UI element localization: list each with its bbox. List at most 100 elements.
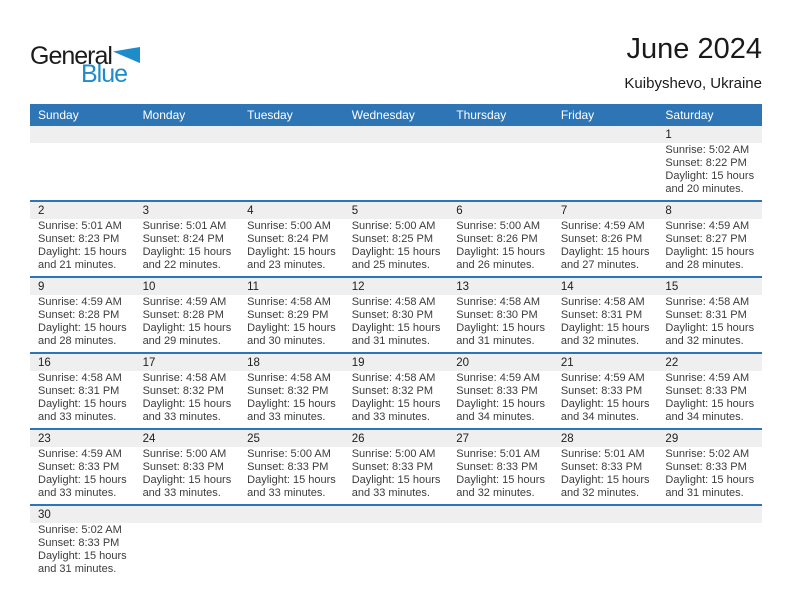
sunrise-text: Sunrise: 4:58 AM xyxy=(456,296,541,308)
day-cell-empty xyxy=(135,144,240,196)
general-blue-logo: General Blue xyxy=(30,44,140,87)
day-cell-25-details: Sunrise: 5:00 AM Sunset: 8:33 PM Daylight:… xyxy=(239,448,344,500)
sunrise-text: Sunrise: 4:59 AM xyxy=(38,296,122,308)
day-cell-3-details: Sunrise: 5:01 AM Sunset: 8:24 PM Daylight:… xyxy=(135,220,240,272)
daylight-text-line1: Daylight: 15 hours xyxy=(142,246,232,258)
daylight-text-line1: Daylight: 15 hours xyxy=(560,246,650,258)
weekday-header-row: Sunday Monday Tuesday Wednesday Thursday Frid… xyxy=(30,104,762,126)
daylight-text-line2: and 32 minutes. xyxy=(560,335,640,347)
day-number-4: 4 xyxy=(247,204,254,217)
weekday-header-tuesday: Tuesday xyxy=(247,108,293,122)
day-cell-11-details: Sunrise: 4:58 AM Sunset: 8:29 PM Daylight:… xyxy=(239,296,344,348)
daylight-text-line1: Daylight: 15 hours xyxy=(456,246,545,258)
day-number-16: 16 xyxy=(38,356,51,369)
day-cell-14-details: Sunrise: 4:58 AM Sunset: 8:31 PM Daylight:… xyxy=(553,296,658,348)
day-details-row: Sunrise: 4:59 AM Sunset: 8:28 PM Daylight:… xyxy=(30,295,762,352)
daylight-text-line1: Daylight: 15 hours xyxy=(456,474,545,486)
daylight-text-line2: and 33 minutes. xyxy=(142,487,221,499)
sunrise-text: Sunrise: 5:00 AM xyxy=(351,220,436,232)
day-number-2: 2 xyxy=(38,204,45,217)
week-row-3: 9 10 11 12 13 14 15 Sunrise: 4:59 AM Sunset: 8:2… xyxy=(30,278,762,354)
sunset-text: Sunset: 8:33 PM xyxy=(351,461,434,473)
daylight-text-line2: and 34 minutes. xyxy=(665,411,744,423)
sunrise-text: Sunrise: 5:00 AM xyxy=(142,448,227,460)
daylight-text-line1: Daylight: 15 hours xyxy=(665,474,755,486)
daylight-text-line2: and 33 minutes. xyxy=(351,487,430,499)
daylight-text-line2: and 26 minutes. xyxy=(456,259,535,271)
day-number-15: 15 xyxy=(665,280,679,293)
daylight-text-line1: Daylight: 15 hours xyxy=(142,474,232,486)
weekday-header-monday: Monday xyxy=(142,108,186,122)
day-number-30: 30 xyxy=(38,508,51,521)
day-number-26: 26 xyxy=(351,432,365,445)
sunrise-text: Sunrise: 4:58 AM xyxy=(560,296,645,308)
day-number-band: 1 xyxy=(30,126,762,143)
sunset-text: Sunset: 8:33 PM xyxy=(38,537,120,549)
sunset-text: Sunset: 8:33 PM xyxy=(142,461,224,473)
day-cell-empty xyxy=(344,524,449,576)
sunrise-text: Sunrise: 4:59 AM xyxy=(142,296,227,308)
day-number-band: 9 10 11 12 13 14 15 xyxy=(30,278,762,295)
day-cell-empty xyxy=(135,524,240,576)
sunrise-text: Sunrise: 5:00 AM xyxy=(456,220,541,232)
day-cell-18-details: Sunrise: 4:58 AM Sunset: 8:32 PM Daylight:… xyxy=(239,372,344,424)
sunset-text: Sunset: 8:33 PM xyxy=(456,461,538,473)
logo-top-line: General xyxy=(30,44,140,69)
sunrise-text: Sunrise: 4:59 AM xyxy=(665,372,750,384)
day-cell-8-details: Sunrise: 4:59 AM Sunset: 8:27 PM Daylight:… xyxy=(657,220,762,272)
daylight-text-line1: Daylight: 15 hours xyxy=(351,246,441,258)
daylight-text-line1: Daylight: 15 hours xyxy=(665,246,755,258)
sunrise-text: Sunrise: 4:58 AM xyxy=(38,372,122,384)
daylight-text-line2: and 31 minutes. xyxy=(351,335,430,347)
sunset-text: Sunset: 8:33 PM xyxy=(665,385,747,397)
sunrise-text: Sunrise: 4:58 AM xyxy=(142,372,227,384)
day-cell-16-details: Sunrise: 4:58 AM Sunset: 8:31 PM Daylight:… xyxy=(30,372,135,424)
day-cell-21-details: Sunrise: 4:59 AM Sunset: 8:33 PM Daylight:… xyxy=(553,372,658,424)
weekday-header-wednesday: Wednesday xyxy=(351,108,415,122)
sunset-text: Sunset: 8:33 PM xyxy=(560,385,643,397)
day-number-28: 28 xyxy=(560,432,574,445)
daylight-text-line1: Daylight: 15 hours xyxy=(38,322,127,334)
logo-text-general: General xyxy=(30,42,113,70)
daylight-text-line1: Daylight: 15 hours xyxy=(665,398,755,410)
sunset-text: Sunset: 8:24 PM xyxy=(247,233,329,245)
sunset-text: Sunset: 8:25 PM xyxy=(351,233,434,245)
daylight-text-line2: and 32 minutes. xyxy=(456,487,535,499)
week-row-6: 30 Sunrise: 5:02 AM Sunset: 8:33 PM Dayligh… xyxy=(30,506,762,580)
day-number-20: 20 xyxy=(456,356,470,369)
daylight-text-line2: and 33 minutes. xyxy=(142,411,221,423)
daylight-text-line2: and 34 minutes. xyxy=(560,411,640,423)
day-number-7: 7 xyxy=(560,204,568,217)
daylight-text-line1: Daylight: 15 hours xyxy=(665,322,755,334)
day-number-29: 29 xyxy=(665,432,679,445)
day-number-band: 16 17 18 19 20 21 22 xyxy=(30,354,762,371)
day-number-3: 3 xyxy=(142,204,149,217)
day-cell-23-details: Sunrise: 4:59 AM Sunset: 8:33 PM Daylight:… xyxy=(30,448,135,500)
daylight-text-line1: Daylight: 15 hours xyxy=(247,398,336,410)
sunset-text: Sunset: 8:33 PM xyxy=(247,461,329,473)
sunset-text: Sunset: 8:22 PM xyxy=(665,157,747,169)
daylight-text-line2: and 32 minutes. xyxy=(665,335,744,347)
daylight-text-line1: Daylight: 15 hours xyxy=(351,474,441,486)
sunrise-text: Sunrise: 5:01 AM xyxy=(456,448,541,460)
day-cell-20-details: Sunrise: 4:59 AM Sunset: 8:33 PM Daylight:… xyxy=(448,372,553,424)
day-cell-26-details: Sunrise: 5:00 AM Sunset: 8:33 PM Daylight:… xyxy=(344,448,449,500)
day-cell-24-details: Sunrise: 5:00 AM Sunset: 8:33 PM Daylight:… xyxy=(135,448,240,500)
day-number-6: 6 xyxy=(456,204,463,217)
daylight-text-line1: Daylight: 15 hours xyxy=(142,398,232,410)
daylight-text-line2: and 22 minutes. xyxy=(142,259,221,271)
day-number-band: 30 xyxy=(30,506,762,523)
daylight-text-line1: Daylight: 15 hours xyxy=(351,322,441,334)
day-details-row: Sunrise: 5:01 AM Sunset: 8:23 PM Daylight:… xyxy=(30,219,762,276)
sunrise-text: Sunrise: 4:58 AM xyxy=(351,372,436,384)
week-row-1: 1 Sunrise: 5:02 AM Sunset: 8:22 PM Daylight… xyxy=(30,126,762,202)
daylight-text-line1: Daylight: 15 hours xyxy=(247,322,336,334)
day-number-18: 18 xyxy=(247,356,260,369)
weekday-header-saturday: Saturday xyxy=(665,108,714,122)
daylight-text-line1: Daylight: 15 hours xyxy=(560,398,650,410)
day-cell-17-details: Sunrise: 4:58 AM Sunset: 8:32 PM Daylight:… xyxy=(135,372,240,424)
daylight-text-line2: and 33 minutes. xyxy=(351,411,430,423)
weekday-header-friday: Friday xyxy=(560,108,595,122)
day-details-row: Sunrise: 5:02 AM Sunset: 8:33 PM Daylight:… xyxy=(30,523,762,580)
